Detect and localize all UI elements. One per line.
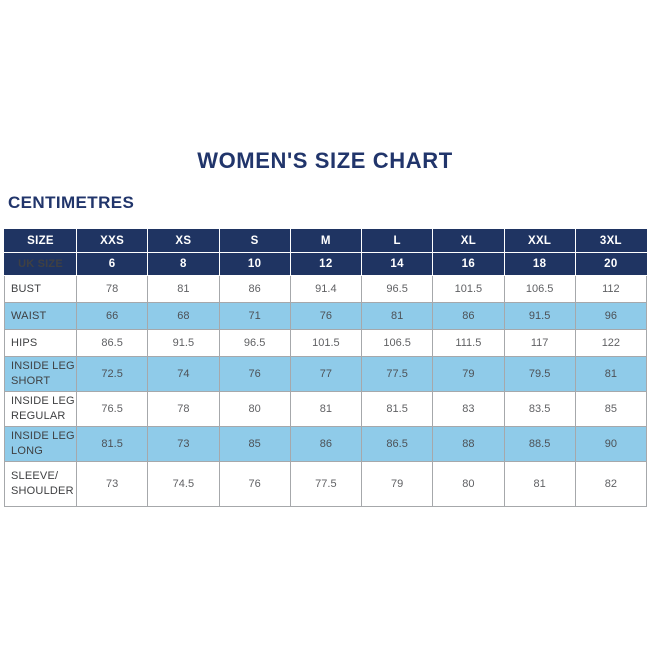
measurement-cell: 74.5 xyxy=(147,461,220,507)
unit-heading: CENTIMETRES xyxy=(8,193,135,212)
measurement-cell: 96 xyxy=(574,302,648,330)
measurement-cell: 78 xyxy=(75,275,149,303)
measurement-cell: 90 xyxy=(574,426,648,462)
measurement-cell: 73 xyxy=(75,461,149,507)
col-header-xl: XL xyxy=(432,229,505,253)
size-chart-table: SIZE XXS XS S M L XL XXL 3XL UK SIZE 6 8 10 12 14 16 18… xyxy=(4,229,648,507)
measurement-cell: 76 xyxy=(218,461,291,507)
measurement-cell: 73 xyxy=(147,426,220,462)
measurement-cell: 74 xyxy=(147,356,220,392)
table-row-inside-leg-regular: INSIDE LEG REGULAR 76.5 78 80 81 81.5 83 83.5 85 xyxy=(4,391,648,427)
measurement-cell: 88.5 xyxy=(503,426,576,462)
row-label: SLEEVE/ SHOULDER xyxy=(4,461,77,507)
measurement-cell: 71 xyxy=(218,302,291,330)
measurement-cell: 79 xyxy=(360,461,434,507)
measurement-cell: 81 xyxy=(574,356,648,392)
measurement-cell: 68 xyxy=(147,302,220,330)
measurement-cell: 85 xyxy=(574,391,648,427)
table-row-inside-leg-long: INSIDE LEG LONG 81.5 73 85 86 86.5 88 88.5 90 xyxy=(4,426,648,462)
measurement-cell: 72.5 xyxy=(75,356,149,392)
measurement-cell: 101.5 xyxy=(289,329,363,357)
measurement-cell: 79.5 xyxy=(503,356,576,392)
col-header-xs: XS xyxy=(147,229,220,253)
col-header-xxl: XXL xyxy=(503,229,576,253)
measurement-cell: 86.5 xyxy=(75,329,149,357)
col-header-s: S xyxy=(218,229,291,253)
measurement-cell: 86 xyxy=(432,302,505,330)
measurement-cell: 81.5 xyxy=(360,391,434,427)
measurement-cell: 91.5 xyxy=(503,302,576,330)
measurement-cell: 111.5 xyxy=(432,329,505,357)
measurement-cell: 80 xyxy=(218,391,291,427)
measurement-cell: 10 xyxy=(218,252,291,276)
row-label: HIPS xyxy=(4,329,77,357)
row-label: INSIDE LEG LONG xyxy=(4,426,77,462)
measurement-cell: 83 xyxy=(432,391,505,427)
measurement-cell: 106.5 xyxy=(503,275,576,303)
measurement-cell: 117 xyxy=(503,329,576,357)
measurement-cell: 91.4 xyxy=(289,275,363,303)
measurement-cell: 77 xyxy=(289,356,363,392)
measurement-cell: 80 xyxy=(432,461,505,507)
measurement-cell: 112 xyxy=(574,275,648,303)
table-row-hips: HIPS 86.5 91.5 96.5 101.5 106.5 111.5 117 122 xyxy=(4,329,648,357)
table-row-uk-size: UK SIZE 6 8 10 12 14 16 18 20 xyxy=(4,252,648,276)
table-row-waist: WAIST 66 68 71 76 81 86 91.5 96 xyxy=(4,302,648,330)
measurement-cell: 20 xyxy=(574,252,648,276)
measurement-cell: 79 xyxy=(432,356,505,392)
measurement-cell: 86 xyxy=(289,426,363,462)
measurement-cell: 81.5 xyxy=(75,426,149,462)
measurement-cell: 76.5 xyxy=(75,391,149,427)
measurement-cell: 81 xyxy=(289,391,363,427)
measurement-cell: 81 xyxy=(147,275,220,303)
row-label: UK SIZE xyxy=(4,252,77,276)
measurement-cell: 12 xyxy=(289,252,363,276)
col-header-3xl: 3XL xyxy=(574,229,648,253)
measurement-cell: 81 xyxy=(503,461,576,507)
measurement-cell: 83.5 xyxy=(503,391,576,427)
measurement-cell: 88 xyxy=(432,426,505,462)
measurement-cell: 85 xyxy=(218,426,291,462)
measurement-cell: 8 xyxy=(147,252,220,276)
measurement-cell: 122 xyxy=(574,329,648,357)
measurement-cell: 96.5 xyxy=(360,275,434,303)
row-label: WAIST xyxy=(4,302,77,330)
row-label: INSIDE LEG REGULAR xyxy=(4,391,77,427)
col-header-l: L xyxy=(360,229,434,253)
size-header-row: SIZE XXS XS S M L XL XXL 3XL xyxy=(4,229,648,253)
page-title: WOMEN'S SIZE CHART xyxy=(197,148,453,173)
measurement-cell: 14 xyxy=(360,252,434,276)
measurement-cell: 86 xyxy=(218,275,291,303)
measurement-cell: 18 xyxy=(503,252,576,276)
measurement-cell: 77.5 xyxy=(360,356,434,392)
measurement-cell: 16 xyxy=(432,252,505,276)
col-header-m: M xyxy=(289,229,363,253)
measurement-cell: 77.5 xyxy=(289,461,363,507)
measurement-cell: 106.5 xyxy=(360,329,434,357)
table-row-inside-leg-short: INSIDE LEG SHORT 72.5 74 76 77 77.5 79 79.5 81 xyxy=(4,356,648,392)
measurement-cell: 96.5 xyxy=(218,329,291,357)
measurement-cell: 91.5 xyxy=(147,329,220,357)
table-row-bust: BUST 78 81 86 91.4 96.5 101.5 106.5 112 xyxy=(4,275,648,303)
measurement-cell: 66 xyxy=(75,302,149,330)
measurement-cell: 82 xyxy=(574,461,648,507)
corner-header-size: SIZE xyxy=(4,229,77,253)
measurement-cell: 78 xyxy=(147,391,220,427)
measurement-cell: 101.5 xyxy=(432,275,505,303)
table-row-sleeve-shoulder: SLEEVE/ SHOULDER 73 74.5 76 77.5 79 80 81 82 xyxy=(4,461,648,507)
measurement-cell: 86.5 xyxy=(360,426,434,462)
col-header-xxs: XXS xyxy=(75,229,149,253)
measurement-cell: 6 xyxy=(75,252,149,276)
measurement-cell: 76 xyxy=(289,302,363,330)
measurement-cell: 81 xyxy=(360,302,434,330)
row-label: INSIDE LEG SHORT xyxy=(4,356,77,392)
measurement-cell: 76 xyxy=(218,356,291,392)
row-label: BUST xyxy=(4,275,77,303)
